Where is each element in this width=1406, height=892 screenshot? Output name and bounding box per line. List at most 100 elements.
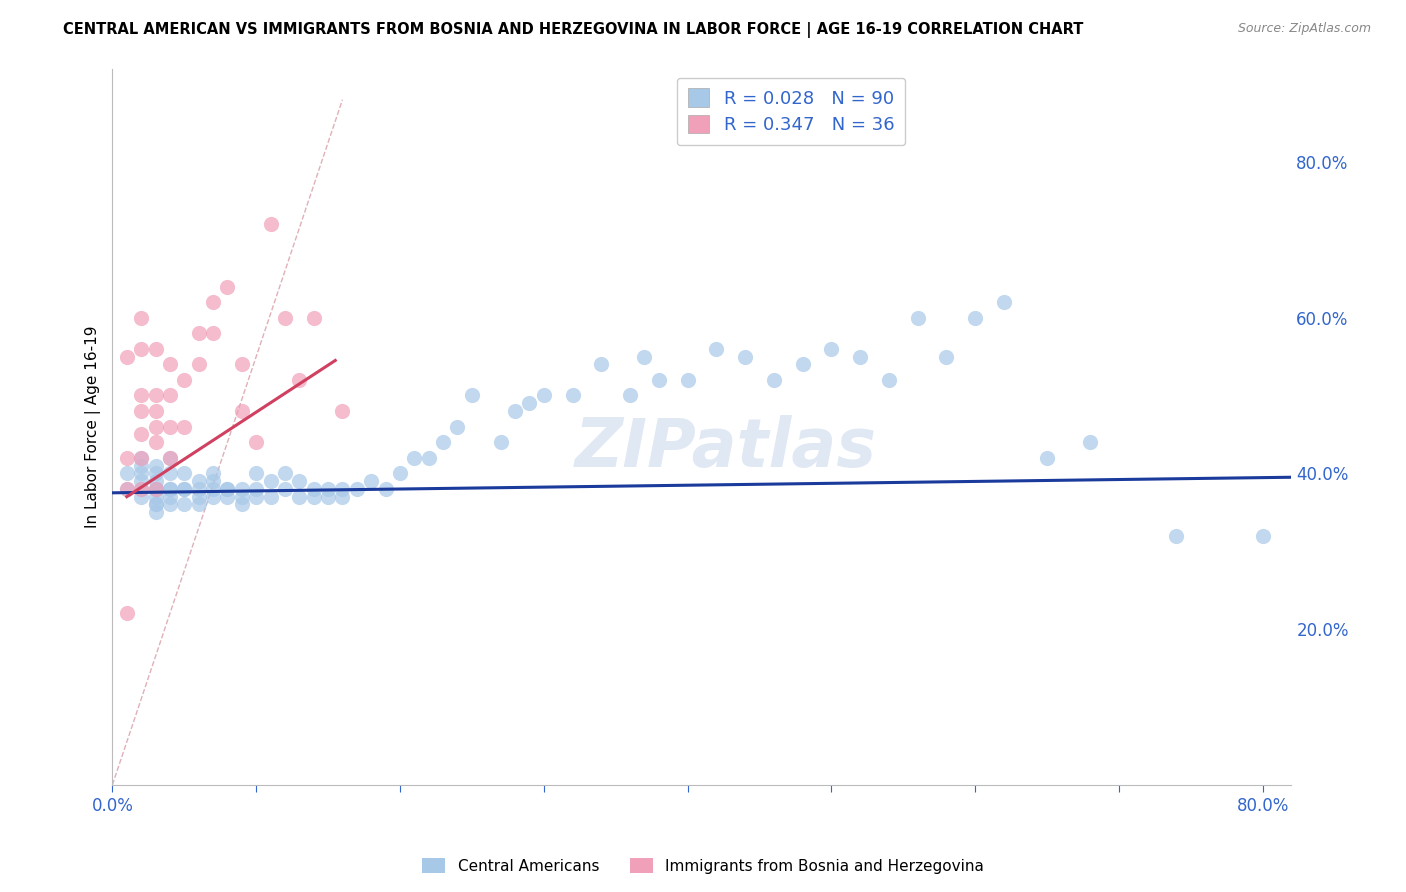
Point	[245, 435, 267, 450]
Point	[288, 474, 311, 488]
Point	[129, 427, 152, 442]
Point	[316, 490, 339, 504]
Point	[145, 498, 167, 512]
Point	[1166, 528, 1188, 542]
Point	[129, 458, 152, 473]
Point	[533, 388, 555, 402]
Point	[907, 310, 929, 325]
Point	[202, 490, 225, 504]
Point	[245, 490, 267, 504]
Point	[619, 388, 641, 402]
Point	[129, 490, 152, 504]
Point	[129, 404, 152, 418]
Point	[332, 404, 354, 418]
Point	[274, 482, 297, 496]
Point	[519, 396, 541, 410]
Point	[489, 435, 512, 450]
Point	[404, 450, 426, 465]
Point	[676, 373, 699, 387]
Point	[704, 342, 727, 356]
Point	[173, 498, 195, 512]
Point	[129, 342, 152, 356]
Point	[129, 482, 152, 496]
Point	[734, 350, 756, 364]
Point	[245, 467, 267, 481]
Point	[792, 357, 814, 371]
Point	[159, 388, 181, 402]
Text: Source: ZipAtlas.com: Source: ZipAtlas.com	[1237, 22, 1371, 36]
Point	[129, 388, 152, 402]
Point	[202, 467, 225, 481]
Point	[346, 482, 368, 496]
Legend: R = 0.028   N = 90, R = 0.347   N = 36: R = 0.028 N = 90, R = 0.347 N = 36	[676, 78, 905, 145]
Point	[129, 310, 152, 325]
Y-axis label: In Labor Force | Age 16-19: In Labor Force | Age 16-19	[86, 326, 101, 528]
Point	[115, 467, 138, 481]
Point	[187, 326, 209, 341]
Point	[259, 490, 281, 504]
Point	[145, 435, 167, 450]
Point	[159, 482, 181, 496]
Point	[217, 279, 239, 293]
Point	[159, 450, 181, 465]
Point	[173, 467, 195, 481]
Point	[159, 450, 181, 465]
Text: ZIPatlas: ZIPatlas	[575, 415, 876, 481]
Point	[231, 490, 253, 504]
Point	[115, 482, 138, 496]
Point	[259, 474, 281, 488]
Point	[231, 404, 253, 418]
Point	[115, 450, 138, 465]
Point	[217, 482, 239, 496]
Point	[173, 482, 195, 496]
Point	[993, 295, 1015, 310]
Point	[159, 467, 181, 481]
Point	[231, 357, 253, 371]
Point	[274, 467, 297, 481]
Point	[129, 450, 152, 465]
Point	[231, 498, 253, 512]
Point	[591, 357, 613, 371]
Point	[187, 498, 209, 512]
Point	[231, 482, 253, 496]
Point	[877, 373, 900, 387]
Point	[820, 342, 842, 356]
Point	[217, 482, 239, 496]
Point	[461, 388, 484, 402]
Point	[274, 310, 297, 325]
Point	[187, 482, 209, 496]
Point	[159, 498, 181, 512]
Point	[145, 498, 167, 512]
Point	[1036, 450, 1059, 465]
Point	[145, 505, 167, 519]
Point	[288, 490, 311, 504]
Point	[145, 404, 167, 418]
Point	[187, 357, 209, 371]
Point	[302, 310, 325, 325]
Point	[115, 482, 138, 496]
Point	[115, 607, 138, 621]
Point	[145, 419, 167, 434]
Point	[173, 373, 195, 387]
Point	[1251, 528, 1274, 542]
Point	[145, 342, 167, 356]
Point	[202, 474, 225, 488]
Point	[145, 482, 167, 496]
Point	[762, 373, 785, 387]
Point	[145, 458, 167, 473]
Point	[145, 482, 167, 496]
Point	[965, 310, 987, 325]
Point	[159, 419, 181, 434]
Point	[187, 490, 209, 504]
Point	[145, 467, 167, 481]
Point	[129, 474, 152, 488]
Point	[288, 373, 311, 387]
Point	[115, 350, 138, 364]
Point	[202, 295, 225, 310]
Point	[302, 490, 325, 504]
Point	[561, 388, 583, 402]
Point	[217, 490, 239, 504]
Point	[129, 467, 152, 481]
Point	[446, 419, 468, 434]
Point	[202, 482, 225, 496]
